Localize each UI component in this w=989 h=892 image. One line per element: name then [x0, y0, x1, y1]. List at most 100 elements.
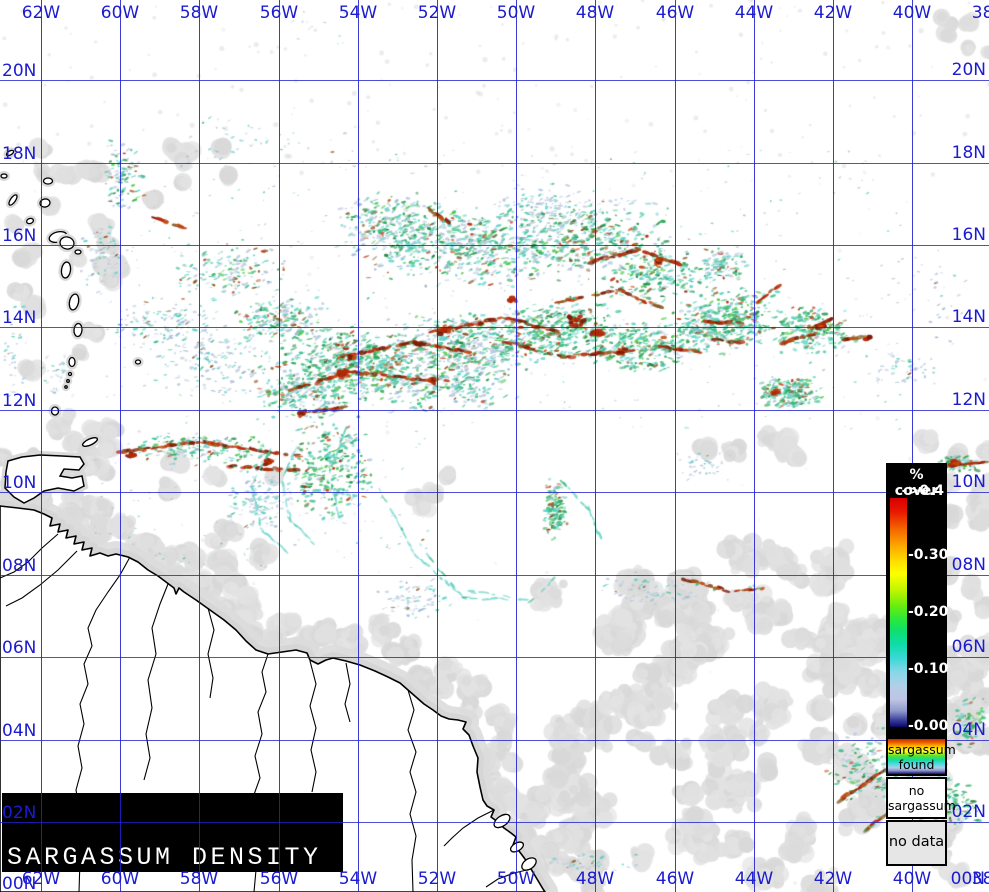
- island-antilles: [25, 217, 35, 225]
- lon-label-top: 52W: [417, 3, 457, 23]
- grid-line-vertical: [595, 0, 596, 892]
- lon-label-top: 46W: [655, 3, 695, 23]
- lat-label-left: 14N: [2, 308, 37, 328]
- island-antilles: [67, 371, 73, 377]
- map-title: SARGASSUM DENSITY: [7, 843, 322, 872]
- grid-line-vertical: [516, 0, 517, 892]
- grid-line-vertical: [833, 0, 834, 892]
- island-antilles: [134, 359, 142, 365]
- lon-label-top: 44W: [734, 3, 774, 23]
- colorbar-panel: % cover ->0.4 -0.30 -0.20 -0.10 -0.00: [886, 463, 949, 737]
- legend-none-line2: sargassum: [888, 798, 956, 813]
- river-amazon-channel: [443, 809, 495, 847]
- island-antilles: [64, 385, 68, 389]
- legend-no-sargassum: no sargassum: [886, 777, 956, 819]
- lon-label-top: 56W: [259, 3, 299, 23]
- island-antilles: [39, 198, 51, 208]
- legend-found-line1: sargassum: [888, 742, 956, 757]
- lon-label-bottom: 42W: [813, 869, 853, 889]
- lon-label-top: 62W: [21, 3, 61, 23]
- island-antilles: [73, 322, 83, 338]
- grid-line-vertical: [437, 0, 438, 892]
- colorbar-tick-label: -0.30: [908, 547, 949, 563]
- legend-sargassum-found: sargassum found: [886, 737, 956, 776]
- river-amazon-channel: [485, 868, 532, 888]
- lon-label-bottom: 44W: [734, 869, 774, 889]
- island-antilles: [5, 149, 15, 157]
- island-antilles: [8, 194, 18, 206]
- lat-label-00n-right: 00N: [950, 869, 985, 889]
- lon-label-top: 54W: [338, 3, 378, 23]
- lat-label-left: 16N: [2, 226, 37, 246]
- lon-label-bottom: 62W: [21, 869, 61, 889]
- grid-line-horizontal: [0, 163, 989, 164]
- lat-label-left: 12N: [2, 391, 37, 411]
- lon-label-top: 38W: [971, 3, 989, 23]
- legend-none-line1: no: [908, 783, 925, 798]
- lon-label-top: 42W: [813, 3, 853, 23]
- lat-label-right: 20N: [951, 60, 986, 80]
- grid-line-vertical: [199, 0, 200, 892]
- island-antilles: [42, 177, 54, 185]
- lon-label-bottom: 50W: [496, 869, 536, 889]
- colorbar-tick-label: -0.00: [908, 718, 949, 734]
- lon-label-top: 50W: [496, 3, 536, 23]
- river-berbice: [207, 607, 215, 699]
- lat-label-right: 10N: [951, 472, 986, 492]
- river-suriname: [309, 660, 317, 793]
- colorbar-max-label: ->0.4: [901, 483, 944, 499]
- grid-line-horizontal: [0, 327, 989, 328]
- lon-label-top: 40W: [892, 3, 932, 23]
- lon-label-bottom: 60W: [100, 869, 140, 889]
- lon-label-bottom: 56W: [259, 869, 299, 889]
- island-tobago: [81, 436, 99, 448]
- river-essequibo: [143, 583, 169, 781]
- lat-label-right: 12N: [951, 390, 986, 410]
- legend-found-line2: found: [898, 757, 935, 772]
- lat-label-right: 16N: [951, 225, 986, 245]
- grid-line-horizontal: [0, 822, 989, 823]
- island-antilles: [59, 236, 75, 250]
- lon-label-bottom: 54W: [338, 869, 378, 889]
- lon-label-top: 60W: [100, 3, 140, 23]
- lat-label-right: 04N: [951, 720, 986, 740]
- grid-line-horizontal: [0, 245, 989, 246]
- lat-label-right: 06N: [951, 637, 986, 657]
- grid-line-vertical: [754, 0, 755, 892]
- colorbar-tick-label: -0.10: [908, 661, 949, 677]
- lon-label-bottom: 58W: [179, 869, 219, 889]
- lat-label-left: 10N: [2, 473, 37, 493]
- grid-line-horizontal: [0, 740, 989, 741]
- lon-label-top: 48W: [575, 3, 615, 23]
- island-antilles: [50, 406, 60, 416]
- river-orinoco: [0, 533, 59, 579]
- grid-line-vertical: [358, 0, 359, 892]
- grid-line-vertical: [675, 0, 676, 892]
- island-amazon-mouth: [521, 857, 537, 871]
- grid-line-vertical: [912, 0, 913, 892]
- island-antilles: [68, 356, 76, 368]
- colorbar-title: % cover: [894, 467, 939, 499]
- island-trinidad: [4, 454, 85, 504]
- lon-label-bottom: 46W: [655, 869, 695, 889]
- lat-label-left: 18N: [2, 144, 37, 164]
- lat-label-00n-left: 00N: [2, 874, 37, 892]
- lat-label-left: 20N: [2, 61, 37, 81]
- island-antilles: [74, 249, 82, 255]
- lon-label-top: 58W: [179, 3, 219, 23]
- grid-line-horizontal: [0, 80, 989, 81]
- lat-label-left: 08N: [2, 556, 37, 576]
- grid-line-vertical: [279, 0, 280, 892]
- lat-label-left: 02N: [2, 803, 37, 823]
- colorbar-gradient: [890, 498, 907, 727]
- river-maroni: [344, 662, 351, 723]
- lat-label-left: 04N: [2, 721, 37, 741]
- colorbar-tick-label: -0.20: [908, 604, 949, 620]
- grid-line-horizontal: [0, 657, 989, 658]
- grid-line-horizontal: [0, 492, 989, 493]
- grid-line-vertical: [120, 0, 121, 892]
- lon-label-bottom: 52W: [417, 869, 457, 889]
